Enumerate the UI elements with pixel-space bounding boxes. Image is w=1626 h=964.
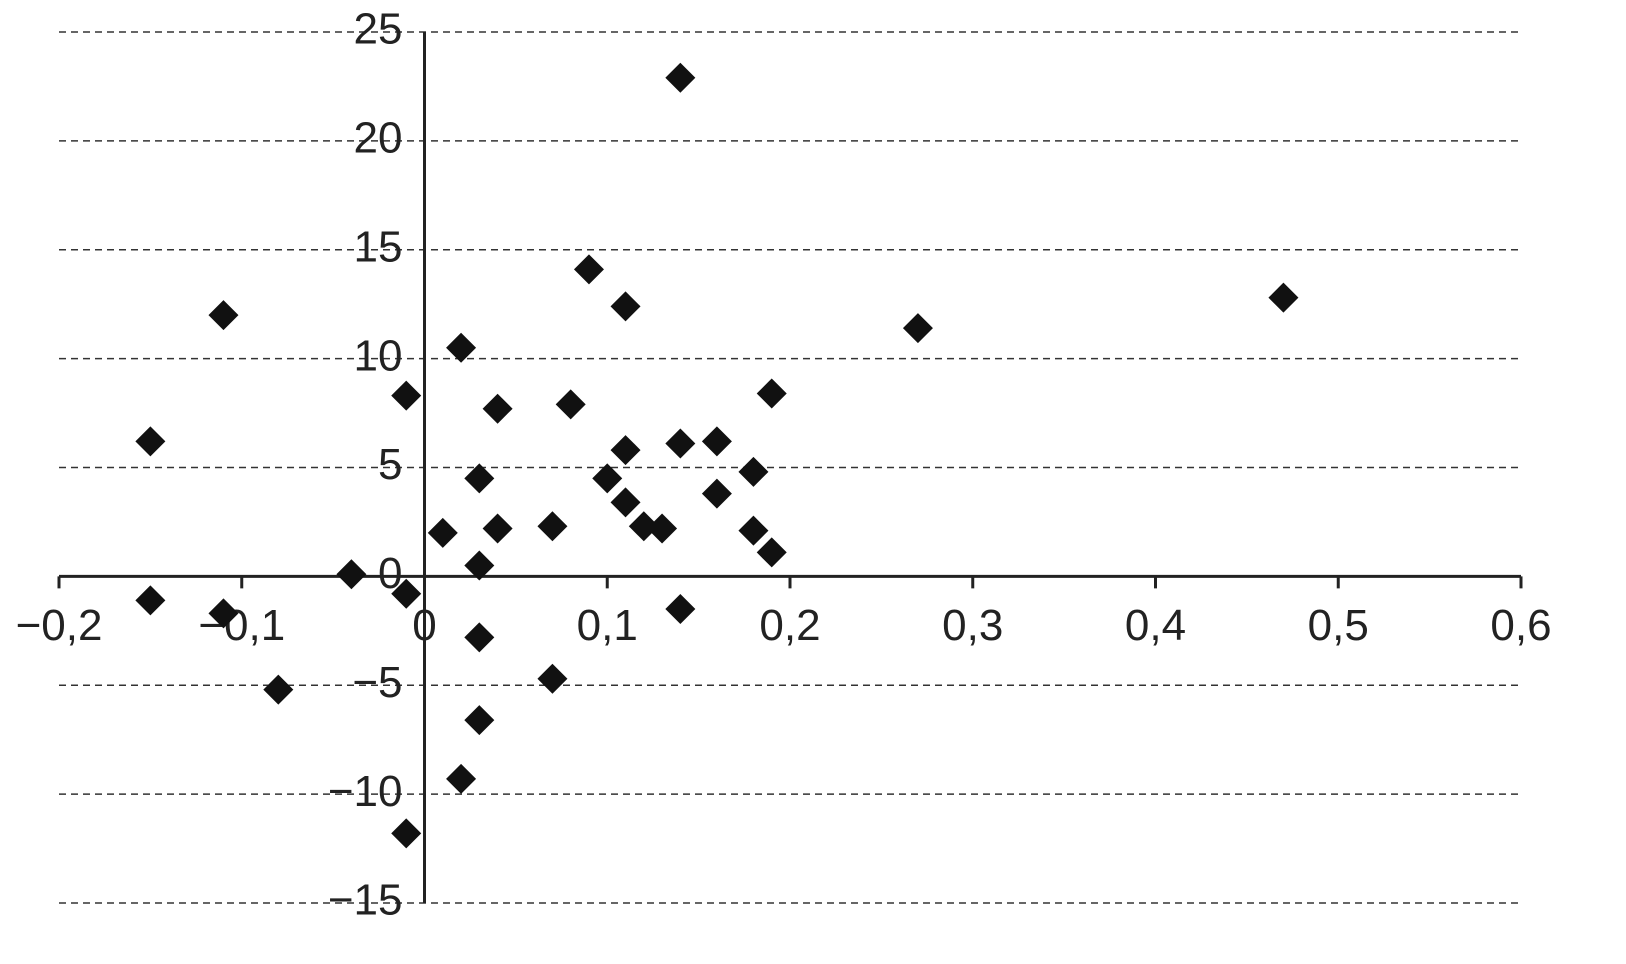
point: [464, 550, 495, 581]
y-tick-label: 15: [354, 222, 403, 271]
x-tick-label: 0,3: [942, 601, 1003, 650]
point: [665, 428, 696, 459]
point: [573, 254, 604, 285]
point: [592, 463, 623, 494]
point: [391, 380, 422, 411]
point: [464, 463, 495, 494]
point: [902, 313, 933, 344]
point: [537, 663, 568, 694]
point: [391, 818, 422, 849]
point: [135, 585, 166, 616]
point: [135, 426, 166, 457]
point: [610, 291, 641, 322]
y-tick-label: 25: [354, 5, 403, 54]
x-tick-label: −0,2: [16, 601, 103, 650]
y-tick-label: −15: [328, 876, 403, 925]
point: [464, 705, 495, 736]
point: [628, 511, 659, 542]
point: [446, 763, 477, 794]
point: [208, 598, 239, 629]
x-tick-label: 0,5: [1308, 601, 1369, 650]
point: [738, 515, 769, 546]
point: [464, 622, 495, 653]
y-tick-label: 5: [378, 440, 402, 489]
y-tick-label: 10: [354, 331, 403, 380]
point: [610, 487, 641, 518]
point: [756, 378, 787, 409]
x-tick-label: 0,1: [577, 601, 638, 650]
point: [665, 62, 696, 93]
point: [446, 332, 477, 363]
x-tick-label: 0,4: [1125, 601, 1186, 650]
point: [647, 513, 678, 544]
point: [701, 478, 732, 509]
point: [701, 426, 732, 457]
point: [756, 537, 787, 568]
point: [610, 435, 641, 466]
y-tick-label: 20: [354, 114, 403, 163]
point: [555, 389, 586, 420]
point: [738, 456, 769, 487]
point: [482, 393, 513, 424]
point: [336, 559, 367, 590]
point: [537, 511, 568, 542]
point: [1268, 282, 1299, 313]
point: [665, 594, 696, 625]
point: [263, 674, 294, 705]
y-tick-label: −5: [352, 658, 402, 707]
point: [208, 300, 239, 331]
x-tick-label: 0,6: [1490, 601, 1551, 650]
y-tick-label: −10: [328, 767, 403, 816]
point: [482, 513, 513, 544]
x-tick-label: 0: [412, 601, 436, 650]
x-tick-label: 0,2: [759, 601, 820, 650]
x-tick-label: −0,1: [198, 601, 285, 650]
point: [427, 517, 458, 548]
point: [391, 578, 422, 609]
